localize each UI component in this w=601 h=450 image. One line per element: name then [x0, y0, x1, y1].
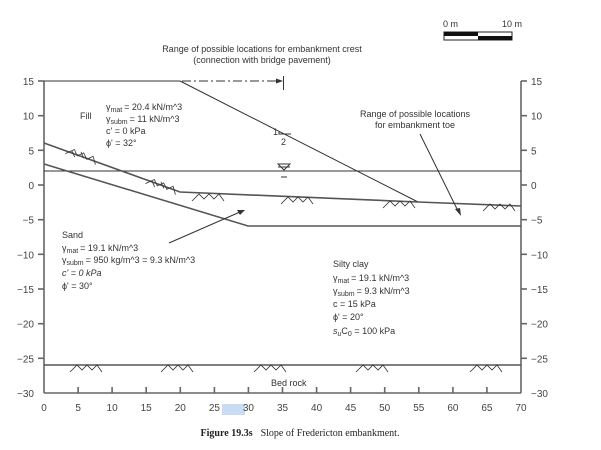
fill-cohesion: c' = 0 kPa [106, 126, 146, 136]
ground-hatch-symbols [65, 148, 516, 373]
crest-range-sublabel: (connection with bridge pavement) [193, 55, 331, 65]
y-tick-label: −30 [531, 389, 548, 400]
ground-surface [43, 142, 522, 207]
svg-text:γmat= 19.1 kN/m^3: γmat = 19.1 kN/m^3 [333, 273, 409, 285]
y-tick-label: −25 [17, 354, 34, 365]
silty-clay-cohesion: c = 15 kPa [333, 299, 376, 309]
y-tick-label: −15 [531, 285, 548, 296]
sand-friction-angle: ϕ' = 30° [62, 281, 93, 291]
x-tick-label: 65 [481, 403, 493, 414]
fill-label: Fill [80, 111, 92, 121]
sand-label: Sand [62, 230, 83, 240]
sand-pointer-arrow [168, 210, 245, 244]
y-tick-label: −10 [17, 250, 34, 261]
y-axis-left: 15 10 5 0 −5 −10 −15 −20 −25 −30 [17, 77, 44, 400]
x-tick-label: 40 [311, 403, 323, 414]
x-tick-label: 25 [209, 403, 221, 414]
toe-range-label: Range of possible locations [360, 109, 471, 119]
y-tick-label: −5 [531, 216, 543, 227]
fill-properties: Fill γmat = 20.4 kN/m^3 γsubm = 11 kN/m^3 … [80, 102, 182, 148]
x-tick-label: 55 [413, 403, 425, 414]
x-tick-label: 60 [447, 403, 459, 414]
silty-clay-label: Silty clay [333, 259, 369, 269]
x-tick-label: 10 [107, 403, 119, 414]
y-tick-label: −5 [23, 216, 35, 227]
y-tick-label: 10 [23, 112, 35, 123]
x-axis: 0 5 10 15 20 25 30 35 40 45 50 55 60 65 … [41, 387, 527, 414]
sand-bottom-boundary [43, 163, 521, 227]
sand-properties: Sand γmat = 19.1 kN/m^3 γsubm = 950 kg/m^3… [62, 230, 195, 291]
fill-friction-angle: ϕ' = 32° [106, 138, 137, 148]
y-tick-label: −25 [531, 354, 548, 365]
y-tick-label: 15 [531, 77, 543, 88]
y-tick-label: −20 [17, 320, 34, 331]
svg-text:γmat= 20.4 kN/m^3: γmat = 20.4 kN/m^3 [106, 102, 182, 114]
y-tick-label: 5 [28, 146, 34, 157]
x-tick-label: 35 [277, 403, 289, 414]
toe-range-arrow [419, 133, 461, 216]
y-tick-label: 0 [28, 181, 34, 192]
sand-cohesion: c' = 0 kPa [62, 268, 102, 278]
svg-text:γsubm= 9.3 kN/m^3: γsubm = 9.3 kN/m^3 [333, 286, 410, 298]
bedrock-label: Bed rock [271, 378, 307, 388]
x-tick-label: 15 [141, 403, 153, 414]
x-tick-label: 20 [175, 403, 187, 414]
y-tick-label: −15 [17, 285, 34, 296]
svg-text:suC0 = 100 kPa: suC0 = 100 kPa [333, 326, 395, 338]
x-tick-label: 30 [243, 403, 255, 414]
crest-range-label: Range of possible locations for embankme… [162, 44, 362, 54]
y-tick-label: 10 [531, 112, 543, 123]
y-tick-label: −20 [531, 320, 548, 331]
y-tick-label: 5 [531, 146, 537, 157]
x-tick-label: 70 [515, 403, 527, 414]
silty-clay-properties: Silty clay γmat = 19.1 kN/m^3 γsubm = 9.3 … [333, 259, 410, 338]
toe-range-sublabel: for embankment toe [375, 120, 455, 130]
crest-range-arrow [182, 76, 284, 90]
silty-clay-friction-angle: ϕ' = 20° [333, 312, 364, 322]
water-table [44, 163, 521, 178]
y-tick-label: 15 [23, 77, 35, 88]
x-tick-label: 45 [345, 403, 357, 414]
slope-run-label: 2 [281, 137, 286, 147]
figure-caption: Figure 19.3s Slope of Fredericton embankm… [201, 428, 400, 439]
y-tick-label: 0 [531, 181, 537, 192]
y-tick-label: −10 [531, 250, 548, 261]
svg-text:γmat= 19.1 kN/m^3: γmat = 19.1 kN/m^3 [62, 243, 138, 255]
svg-text:γsubm= 11 kN/m^3: γsubm = 11 kN/m^3 [106, 114, 179, 126]
scale-bar: 0 m 10 m [443, 19, 522, 41]
y-tick-label: −30 [17, 389, 34, 400]
svg-text:γsubm= 950 kg/m^3 = 9.3 kN/m^3: γsubm = 950 kg/m^3 = 9.3 kN/m^3 [62, 255, 195, 267]
scale-label-0: 0 m [443, 19, 458, 29]
scale-label-10: 10 m [502, 19, 522, 29]
y-axis-right: 15 10 5 0 −5 −10 −15 −20 −25 −30 [521, 77, 548, 400]
x-tick-label: 50 [379, 403, 391, 414]
slope-ratio-marker: 1 2 [273, 127, 291, 147]
text-selection-highlight [222, 404, 245, 415]
slope-rise-label: 1 [273, 127, 278, 137]
embankment-outline [44, 80, 419, 203]
x-tick-label: 5 [75, 403, 81, 414]
x-tick-label: 0 [41, 403, 47, 414]
